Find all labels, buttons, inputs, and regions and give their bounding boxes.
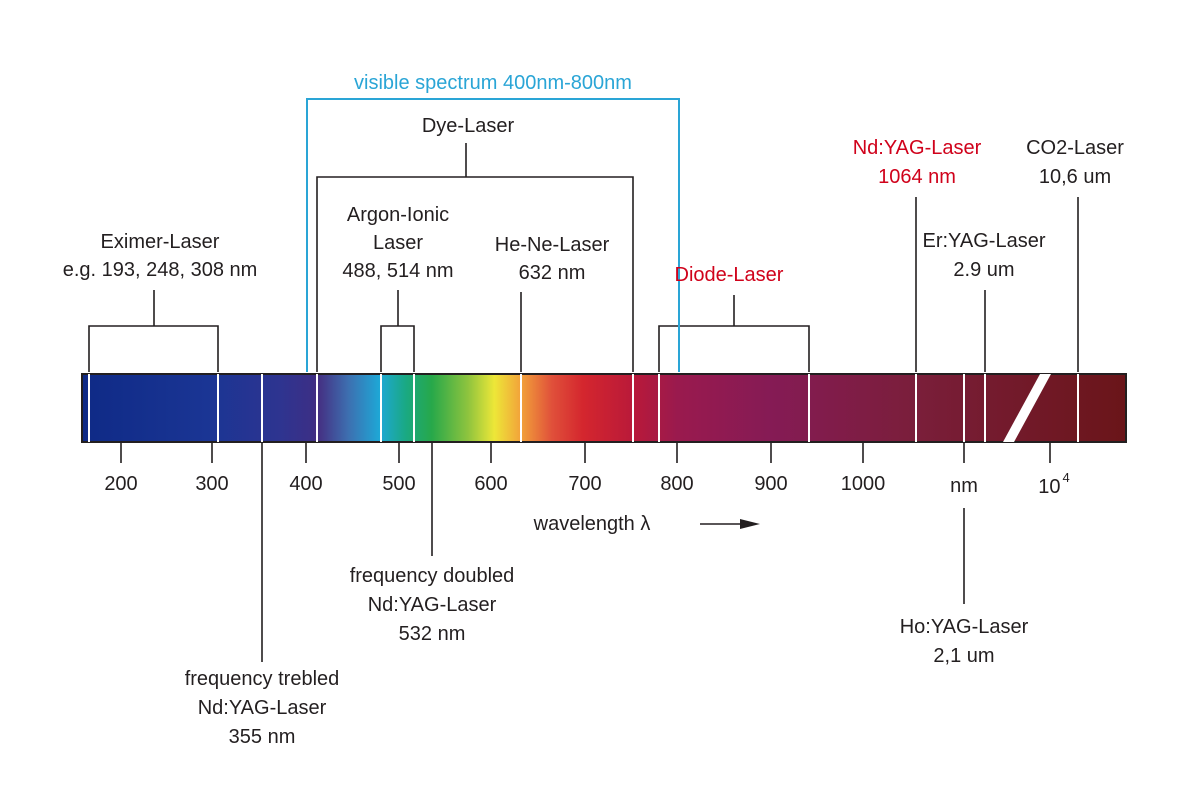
diode-laser-label: Diode-Laser [675, 264, 784, 286]
tick-label: 900 [754, 473, 787, 495]
tick-label: 600 [474, 473, 507, 495]
argon-line2: Laser [373, 232, 423, 254]
dye-laser-label: Dye-Laser [422, 115, 515, 137]
doubled-line3: 532 nm [399, 623, 466, 645]
tick-label: 400 [289, 473, 322, 495]
tick-label-10e4: 10 4 [1038, 470, 1069, 498]
eryag-line2: 2.9 um [953, 259, 1014, 281]
argon-line3: 488, 514 nm [342, 260, 453, 282]
tick-label: 800 [660, 473, 693, 495]
co2-line2: 10,6 um [1039, 166, 1111, 188]
spectrum-bar [81, 373, 1127, 443]
tick-label: 300 [195, 473, 228, 495]
hene-line2: 632 nm [519, 262, 586, 284]
tick-label: 700 [568, 473, 601, 495]
visible-spectrum-bracket [306, 98, 680, 372]
doubled-line2: Nd:YAG-Laser [368, 594, 497, 616]
eryag-line1: Er:YAG-Laser [923, 230, 1046, 252]
hoyag-line2: 2,1 um [933, 645, 994, 667]
co2-line1: CO2-Laser [1026, 137, 1124, 159]
upper-brackets [88, 143, 1079, 372]
lower-leaders [261, 442, 965, 662]
wavelength-label: wavelength λ [533, 513, 651, 535]
tick-label: 500 [382, 473, 415, 495]
eximer-line1: Eximer-Laser [101, 231, 220, 253]
tick-label: 1000 [841, 473, 886, 495]
tick-labels: 200 300 400 500 600 700 800 900 1000 nm … [104, 470, 1069, 498]
visible-spectrum-label: visible spectrum 400nm-800nm [354, 72, 632, 94]
hene-line1: He-Ne-Laser [495, 234, 610, 256]
argon-line1: Argon-Ionic [347, 204, 449, 226]
trebled-line2: Nd:YAG-Laser [198, 697, 327, 719]
tick-label: 200 [104, 473, 137, 495]
trebled-line3: 355 nm [229, 726, 296, 748]
wavelength-arrow-icon [740, 519, 760, 529]
ndyag-line1: Nd:YAG-Laser [853, 137, 982, 159]
ndyag-line2: 1064 nm [878, 166, 956, 188]
doubled-line1: frequency doubled [350, 565, 515, 587]
argon-bracket [380, 325, 415, 372]
tick-label-nm: nm [950, 475, 978, 497]
dye-bracket [316, 176, 634, 372]
trebled-line1: frequency trebled [185, 668, 340, 690]
bar-dividers [88, 374, 1079, 442]
axis-ticks [120, 442, 1051, 463]
tick-10-base: 10 [1038, 476, 1060, 498]
axis-break-slash [1003, 374, 1051, 442]
hoyag-line1: Ho:YAG-Laser [900, 616, 1029, 638]
diode-bracket [658, 325, 810, 372]
tick-10-exp: 4 [1063, 470, 1070, 485]
eximer-line2: e.g. 193, 248, 308 nm [63, 259, 258, 281]
eximer-bracket [88, 325, 219, 372]
